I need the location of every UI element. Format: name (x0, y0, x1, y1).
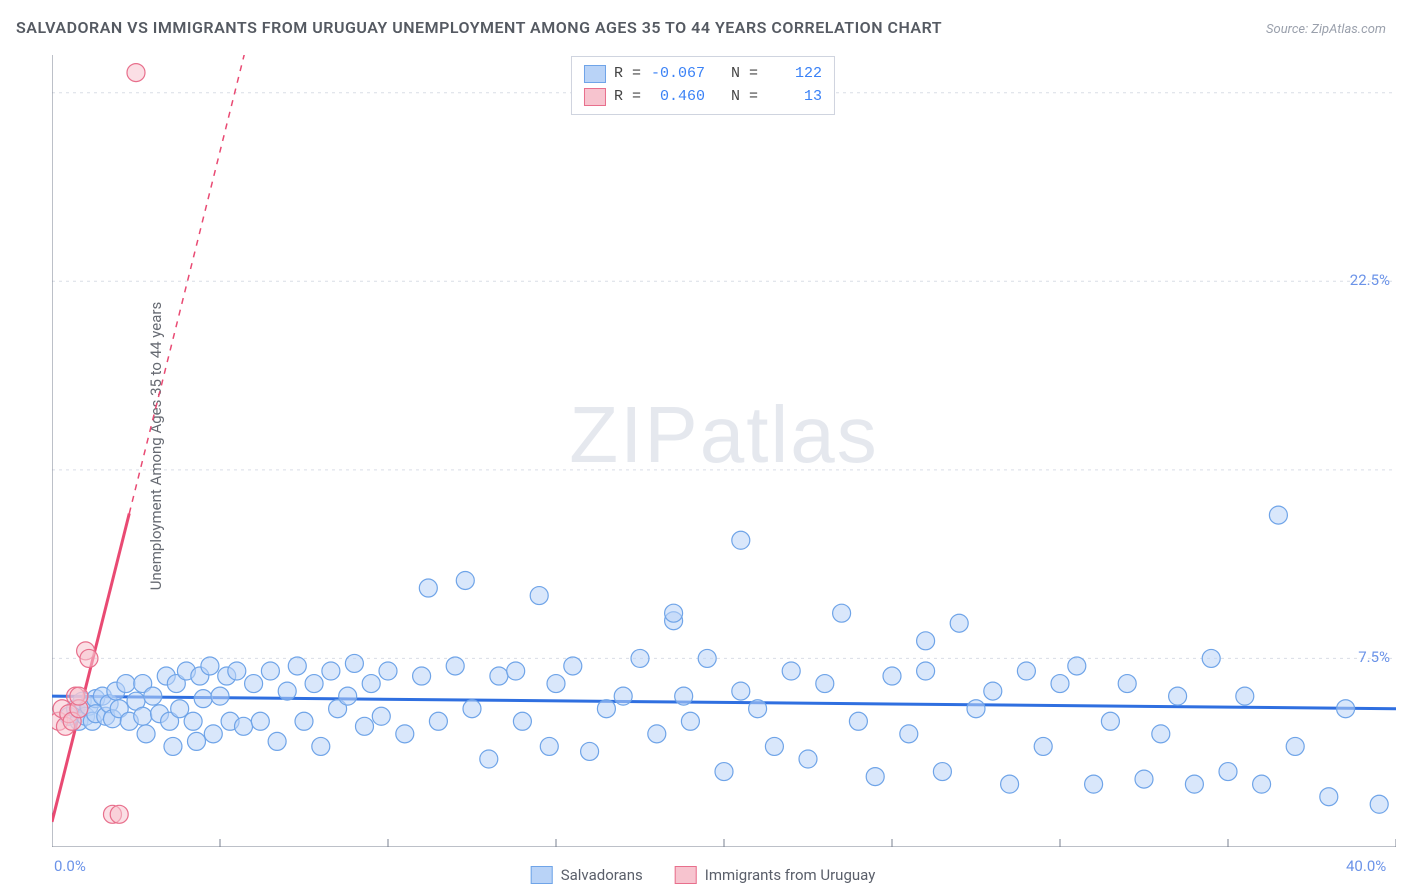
scatter-chart (52, 55, 1396, 847)
plot-area: ZIPatlas 7.5%22.5% 0.0%40.0% (52, 55, 1396, 847)
chart-title: SALVADORAN VS IMMIGRANTS FROM URUGUAY UN… (16, 18, 942, 37)
swatch-uruguay (584, 88, 606, 106)
series-legend: Salvadorans Immigrants from Uruguay (531, 866, 876, 884)
legend-item-uruguay: Immigrants from Uruguay (675, 866, 876, 884)
stats-row-uruguay: R = 0.460 N = 13 (584, 86, 822, 109)
stats-row-salvadorans: R = -0.067 N = 122 (584, 63, 822, 86)
swatch-uruguay (675, 866, 697, 884)
swatch-salvadorans (584, 65, 606, 83)
stats-legend: R = -0.067 N = 122 R = 0.460 N = 13 (571, 56, 835, 115)
legend-item-salvadorans: Salvadorans (531, 866, 643, 884)
swatch-salvadorans (531, 866, 553, 884)
source-attribution: Source: ZipAtlas.com (1266, 22, 1386, 37)
